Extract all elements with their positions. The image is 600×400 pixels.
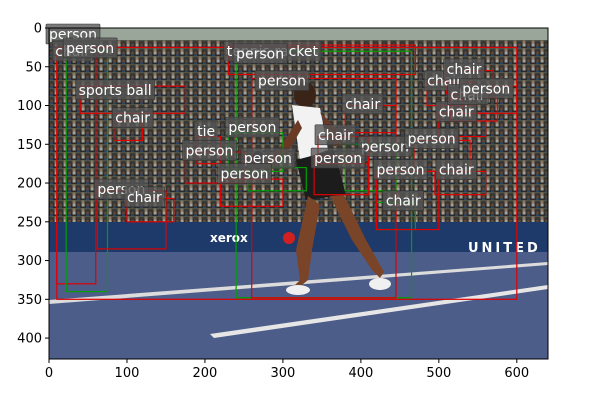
detection-label-text: person [228, 120, 276, 136]
detection-label-text: chair [386, 194, 421, 210]
y-tick-label: 200 [17, 177, 42, 192]
detection-label-text: chair [345, 97, 380, 113]
detection-label-text: chair [318, 128, 353, 144]
x-tick-label: 300 [270, 366, 295, 381]
detection-label: person [62, 37, 118, 59]
detection-label: chair [314, 124, 357, 146]
detection-label: person [357, 136, 413, 157]
detection-label-text: tie [197, 124, 215, 140]
x-tick-label: 200 [193, 366, 218, 381]
axes-frame [48, 27, 549, 360]
y-tick-label: 150 [17, 138, 42, 153]
detection-label: person [373, 159, 428, 180]
label-background [382, 190, 424, 211]
label-background [404, 128, 459, 149]
label-background [254, 70, 310, 91]
detection-label: tie [193, 120, 219, 142]
y-tick-label: 400 [17, 332, 42, 347]
label-background [341, 93, 384, 115]
label-background [373, 159, 428, 180]
detection-label-text: person [258, 74, 306, 90]
y-tick-label: 50 [25, 60, 42, 75]
detection-label: person [458, 77, 514, 99]
detection-label: chair [443, 58, 485, 80]
x-axis: 0 100 200 300 400 500 600 [45, 359, 529, 381]
y-tick-label: 100 [17, 99, 42, 114]
label-background [310, 147, 366, 169]
detection-label-text: chair [127, 190, 162, 206]
x-tick-label: 600 [504, 366, 529, 381]
label-background [111, 107, 154, 129]
detection-label: chair [111, 107, 154, 129]
detection-label-text: chair [447, 62, 482, 78]
detection-label: chair [341, 93, 384, 115]
detection-label-text: chair [439, 163, 474, 179]
detection-label: person [232, 43, 288, 64]
detection-label: person [217, 163, 272, 184]
detection-label-text: person [462, 81, 510, 97]
x-tick-label: 500 [426, 366, 451, 381]
label-background [314, 124, 357, 146]
detection-label: person [240, 147, 296, 169]
detection-label-text: person [66, 41, 114, 57]
court-line-lower [210, 285, 548, 338]
x-tick-label: 0 [45, 366, 53, 381]
x-tick-label: 100 [115, 366, 140, 381]
y-tick-label: 0 [34, 22, 42, 37]
label-background [75, 79, 155, 101]
detection-label-text: person [185, 143, 233, 159]
detection-label-text: chair [439, 105, 474, 121]
detection-label-text: person [236, 46, 284, 62]
detection-label: chair [435, 101, 477, 122]
y-tick-label: 250 [17, 215, 42, 230]
detection-label: person [404, 128, 459, 149]
label-background [123, 186, 166, 208]
y-axis: 0 50 100 150 200 250 300 350 400 [17, 22, 49, 347]
sponsor-xerox-text: xerox [210, 231, 248, 245]
label-background [458, 77, 514, 99]
detection-label-text: sports ball [79, 83, 152, 99]
detection-label-text: person [314, 151, 362, 167]
detection-label-text: person [244, 151, 292, 167]
label-background [225, 116, 280, 138]
detection-label-text: person [408, 132, 456, 148]
detection-label-text: chair [115, 111, 150, 127]
detection-label-text: person [376, 163, 424, 179]
y-tick-label: 350 [17, 293, 42, 308]
x-tick-label: 400 [348, 366, 373, 381]
detection-label: chair [382, 190, 424, 211]
label-background [62, 37, 118, 59]
label-background [217, 163, 272, 184]
detection-label: chair [123, 186, 166, 208]
y-tick-label: 300 [17, 254, 42, 269]
detection-label: person [310, 147, 366, 169]
detection-label: person [182, 139, 237, 161]
detection-label-text: person [361, 139, 409, 155]
label-background [435, 159, 477, 180]
detection-label: person [254, 70, 310, 91]
detection-labels: personchairpersontennis racketpersonspor… [45, 23, 514, 211]
label-background [232, 43, 288, 64]
label-background [182, 139, 237, 161]
detection-label: person [225, 116, 280, 138]
detection-label-text: person [221, 167, 269, 183]
sponsor-united-text: UNITED [468, 241, 541, 256]
detection-label: sports ball [75, 79, 155, 101]
sponsor-xerox-logo [283, 232, 295, 244]
detection-label: chair [435, 159, 477, 180]
